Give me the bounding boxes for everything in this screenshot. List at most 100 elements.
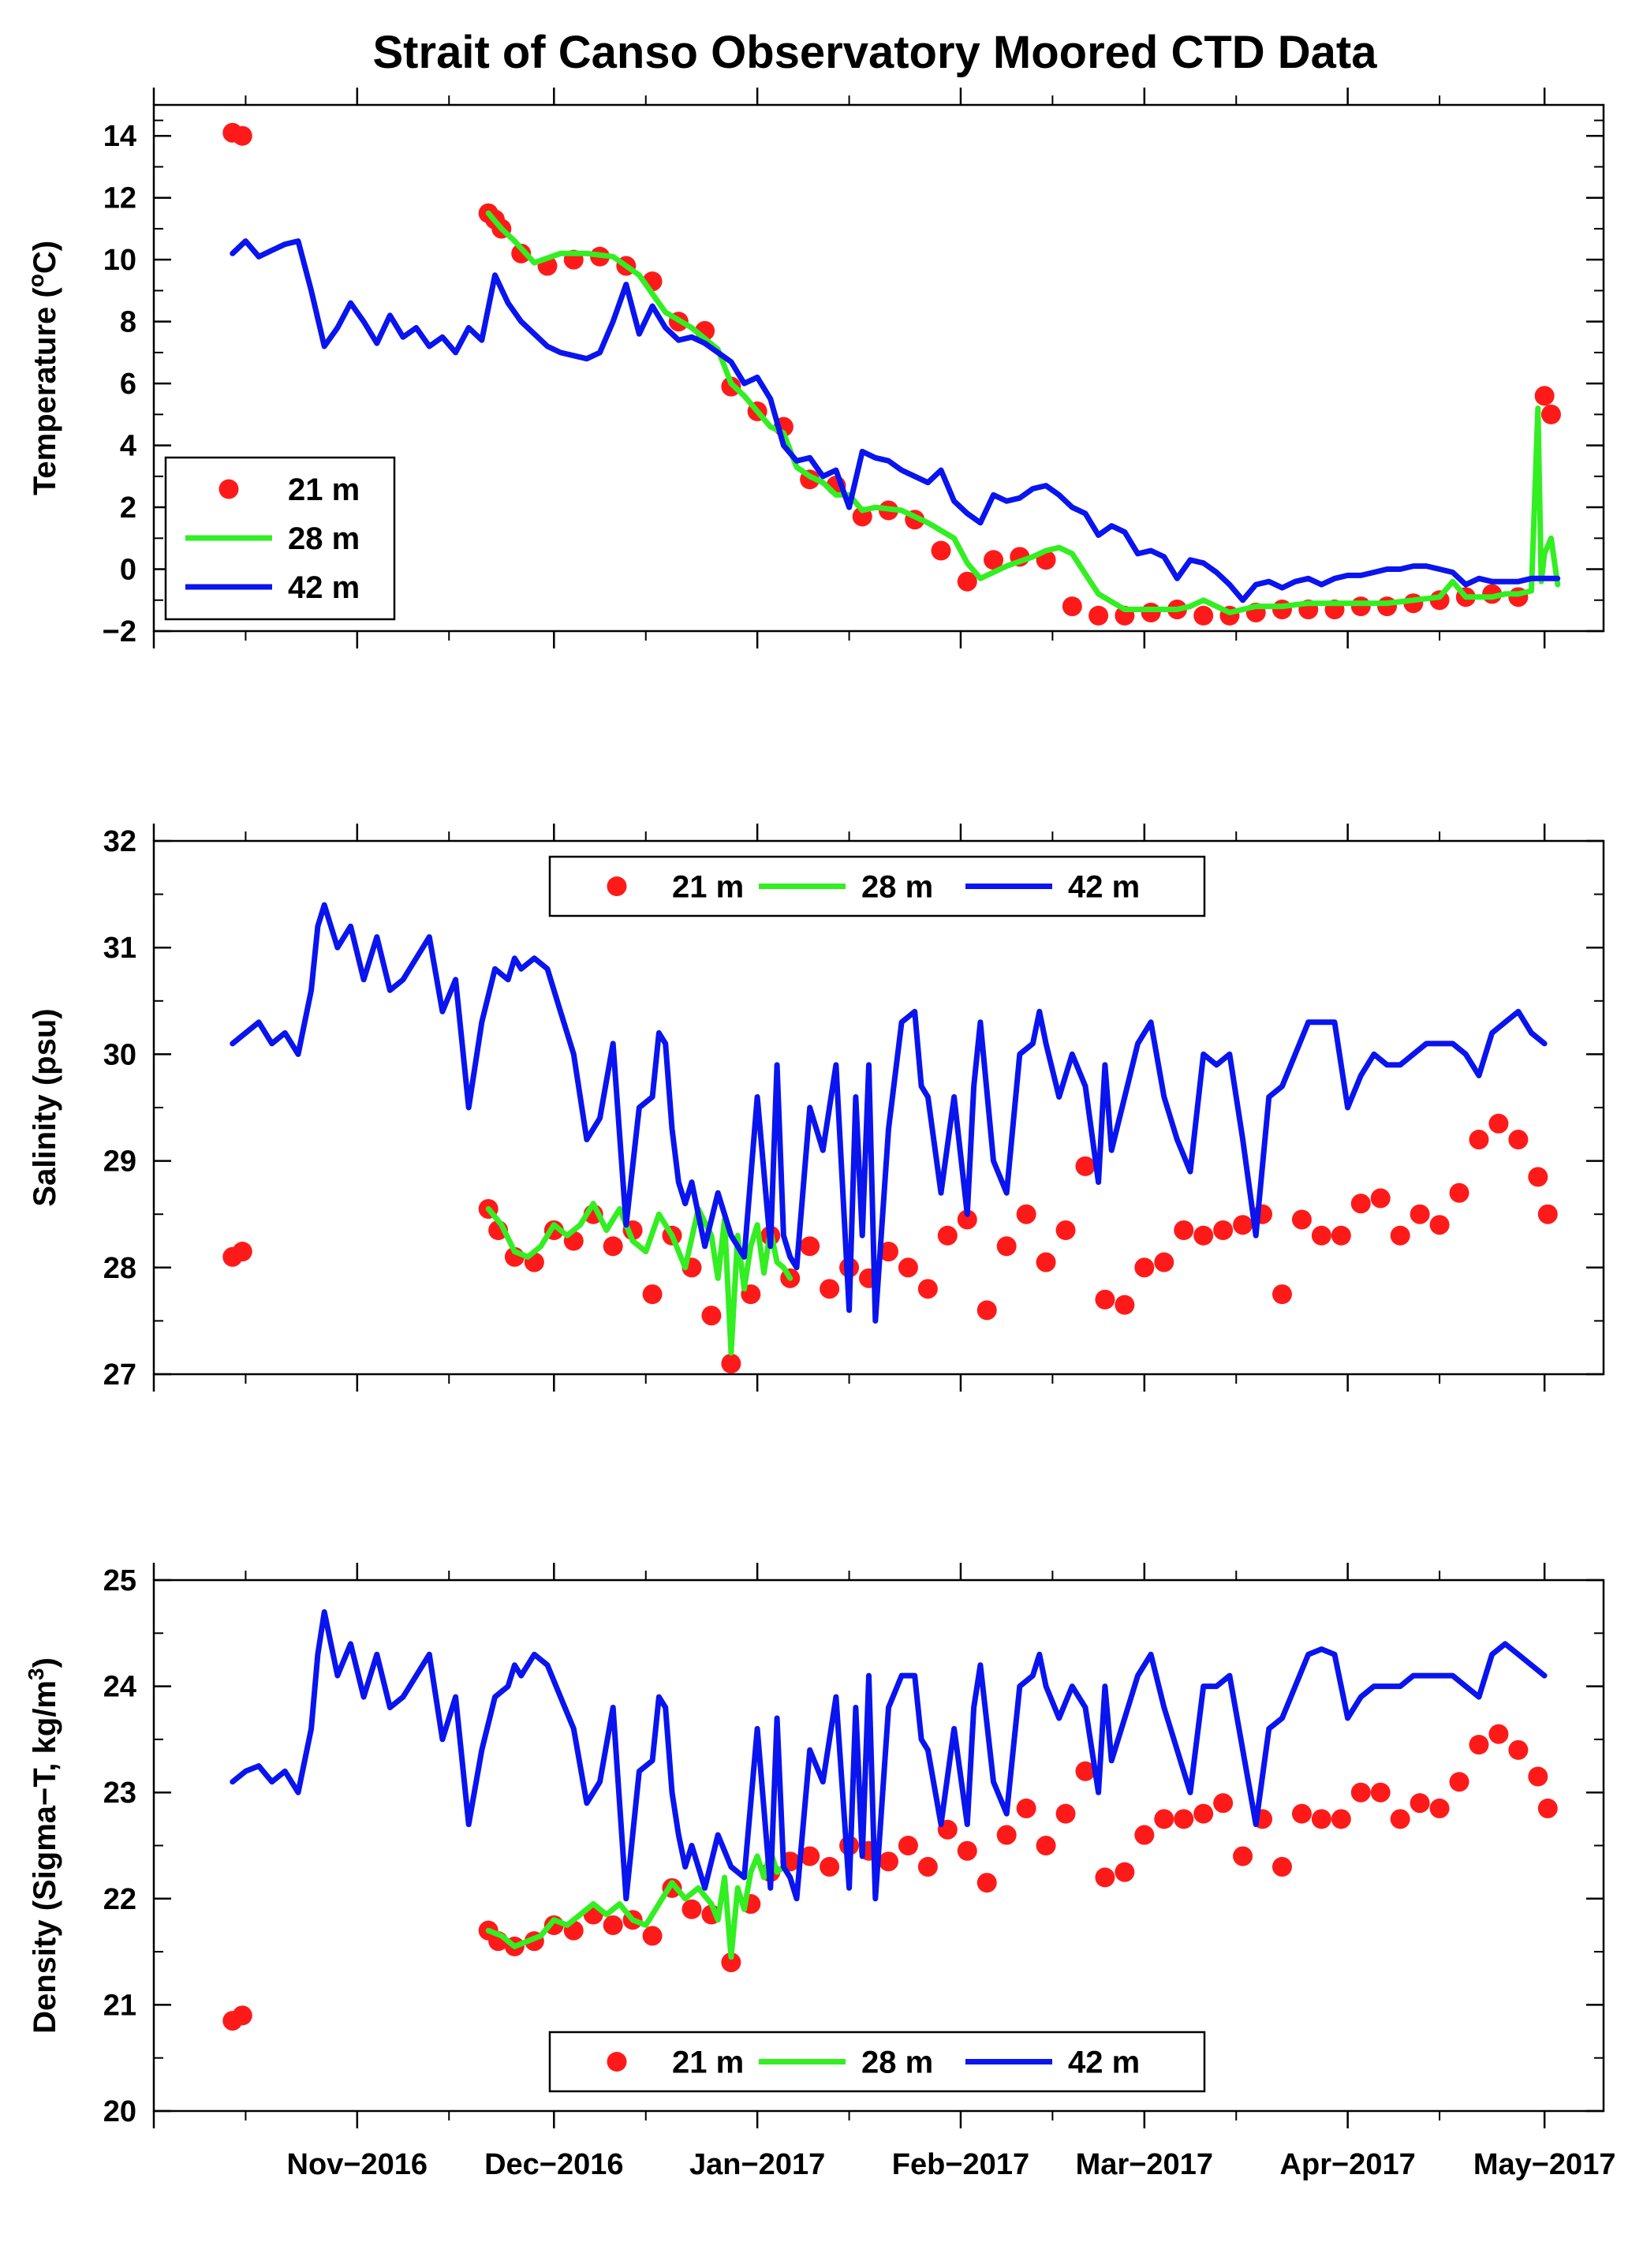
data-point	[1370, 1782, 1391, 1803]
data-point	[701, 1306, 722, 1326]
y-tick-label: 21	[103, 1989, 136, 2022]
data-point	[642, 1284, 663, 1305]
y-tick-label: 30	[103, 1038, 136, 1071]
series-group	[222, 902, 1558, 1373]
data-point	[1410, 1204, 1430, 1224]
data-point	[1193, 605, 1214, 626]
data-point	[1410, 1793, 1430, 1814]
data-point	[1193, 1803, 1214, 1824]
data-point	[721, 1952, 741, 1973]
x-tick-label: Jan−2017	[689, 2148, 825, 2181]
data-point	[937, 1225, 958, 1246]
data-point	[1095, 1289, 1115, 1310]
legend-label: 21 m	[672, 870, 744, 905]
data-point	[1449, 1772, 1469, 1792]
legend-label: 42 m	[1068, 2046, 1140, 2080]
y-tick-label: 20	[103, 2095, 136, 2128]
data-point	[1291, 1803, 1312, 1824]
data-point	[1449, 1183, 1469, 1203]
legend-label: 28 m	[861, 2046, 933, 2080]
data-point	[931, 540, 951, 561]
y-tick-label: 0	[120, 554, 136, 587]
panel-sal: 27 28 29 30 31 32 Salinity (psu) 21 m 28 m 42 m	[28, 824, 1605, 1392]
data-point	[898, 1836, 918, 1855]
legend-marker	[607, 876, 627, 896]
data-point	[1016, 1204, 1036, 1224]
data-point	[1055, 1220, 1076, 1240]
data-point	[1390, 1225, 1410, 1246]
data-point	[1075, 1156, 1096, 1176]
panel-den: 20 21 22 23 24 25 Density (Sigma−T, kg/m3) 21 m…	[24, 1563, 1605, 2128]
data-point	[1534, 386, 1555, 406]
data-point	[603, 1915, 623, 1935]
series-21m	[222, 122, 1561, 626]
series-group	[222, 1609, 1558, 2031]
data-point	[603, 1236, 623, 1257]
data-point	[878, 1242, 898, 1262]
data-point	[898, 1257, 918, 1278]
x-tick-label: Mar−2017	[1076, 2148, 1213, 2181]
plot-frame	[152, 103, 1605, 633]
y-tick-label: 25	[103, 1564, 136, 1597]
y-tick-label: 31	[103, 932, 136, 965]
legend-box	[548, 855, 1206, 917]
data-point	[957, 1840, 977, 1861]
data-point	[1134, 1825, 1155, 1845]
data-point	[1062, 596, 1082, 617]
data-point	[1508, 1130, 1529, 1150]
data-point	[1350, 1782, 1371, 1803]
data-point	[511, 243, 532, 263]
data-point	[976, 1300, 997, 1321]
data-point	[1528, 1766, 1548, 1787]
data-point	[1075, 1761, 1096, 1781]
y-tick-label: 12	[103, 182, 136, 215]
data-point	[1429, 1215, 1450, 1235]
data-point	[1377, 596, 1398, 617]
x-tick-label: Apr−2017	[1280, 2148, 1416, 2181]
legend-label: 21 m	[672, 2046, 744, 2080]
data-point	[957, 571, 977, 592]
data-point	[878, 1851, 898, 1872]
data-point	[1174, 1809, 1194, 1829]
y-tick-label: 14	[103, 120, 136, 153]
data-point	[1291, 1209, 1312, 1230]
data-point	[1233, 1846, 1253, 1866]
series-line-42m	[230, 238, 1561, 603]
data-point	[1350, 1194, 1371, 1214]
legend-label: 21 m	[288, 473, 360, 507]
data-point	[1174, 1220, 1194, 1240]
data-point	[1488, 1113, 1509, 1134]
y-tick-label: 27	[103, 1358, 136, 1392]
y-axis-label: Temperature (oC)	[24, 241, 63, 495]
data-point	[681, 1899, 702, 1919]
data-point	[1055, 1803, 1076, 1824]
data-point	[1233, 1215, 1253, 1235]
data-point	[1115, 1862, 1135, 1882]
y-tick-label: 4	[120, 430, 136, 463]
legend-marker	[218, 479, 239, 499]
data-point	[1311, 1225, 1331, 1246]
data-point	[1537, 1204, 1558, 1224]
data-point	[232, 125, 252, 146]
series-21m	[222, 1113, 1558, 1373]
data-point	[1271, 1284, 1292, 1305]
y-axis-label: Density (Sigma−T, kg/m3)	[24, 1657, 63, 2034]
x-tick-label: Nov−2016	[287, 2148, 428, 2181]
data-point	[642, 1926, 663, 1946]
data-point	[976, 1873, 997, 1893]
legend: 21 m 28 m 42 m	[164, 456, 396, 621]
legend-label: 28 m	[861, 870, 933, 905]
data-point	[1508, 1739, 1529, 1760]
data-point	[1331, 1809, 1351, 1829]
data-point	[1469, 1130, 1489, 1150]
figure-title: Strait of Canso Observatory Moored CTD D…	[373, 27, 1378, 78]
data-point	[721, 1353, 741, 1373]
y-tick-label: 10	[103, 244, 136, 277]
series-line-28m	[485, 1848, 793, 1960]
data-point	[917, 1856, 938, 1877]
data-point	[1213, 1793, 1234, 1814]
data-point	[820, 1856, 840, 1877]
data-point	[1036, 1836, 1056, 1855]
